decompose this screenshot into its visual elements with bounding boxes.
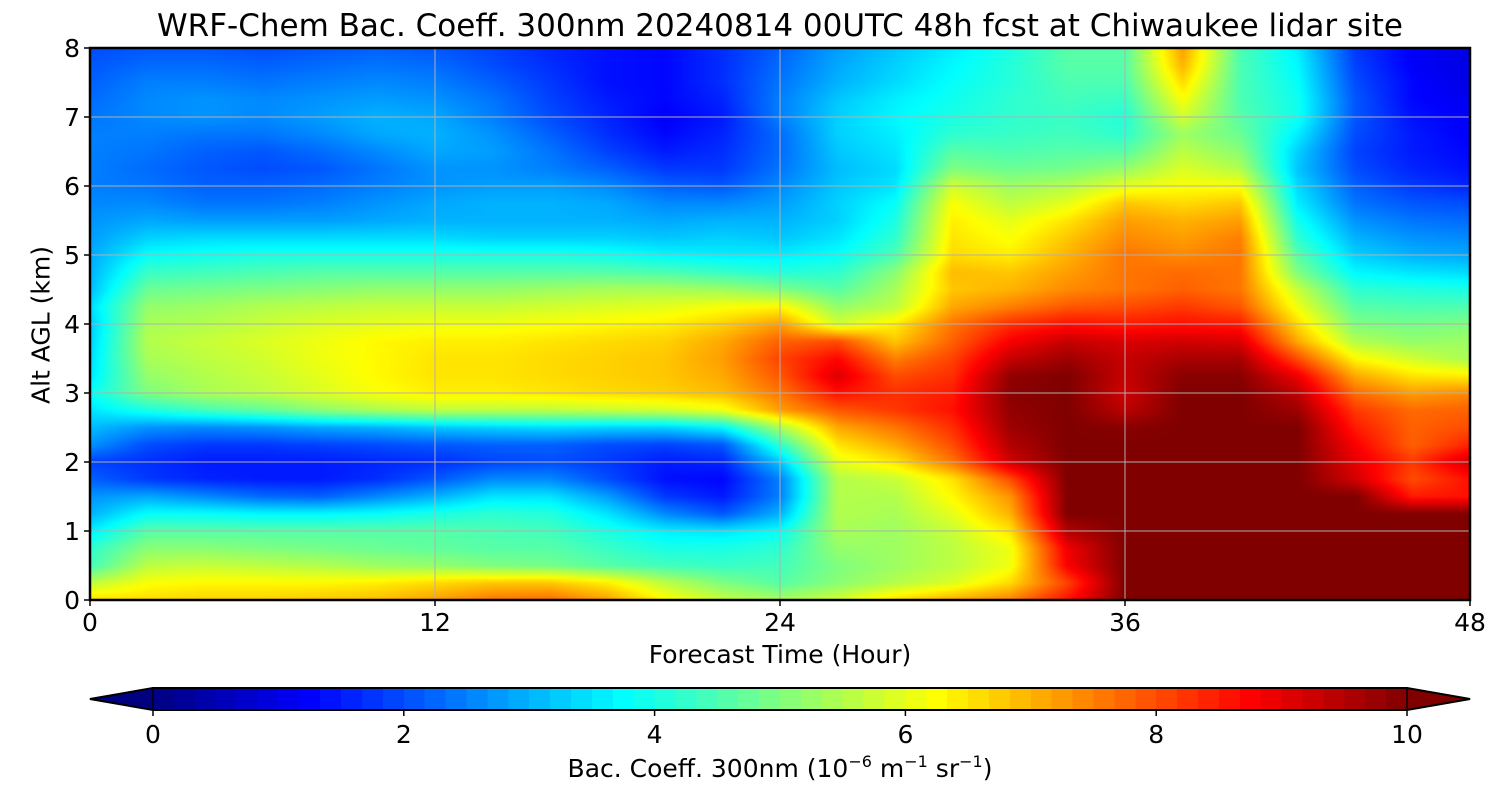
colorbar-label-mid2: sr — [927, 754, 960, 783]
y-tick-label: 7 — [64, 103, 80, 132]
colorbar-image — [153, 688, 1407, 710]
y-axis-label: Alt AGL (km) — [26, 245, 56, 405]
x-tick-label: 24 — [764, 608, 796, 637]
x-tick-label: 12 — [419, 608, 451, 637]
y-tick-label: 4 — [64, 310, 80, 339]
y-tick-label: 8 — [64, 34, 80, 63]
colorbar-label-exp1: −6 — [848, 752, 872, 771]
colorbar-label-exp3: −1 — [959, 752, 983, 771]
colorbar-label-mid: m — [871, 754, 905, 783]
y-tick-label: 1 — [64, 517, 80, 546]
y-tick-label: 3 — [64, 379, 80, 408]
y-tick-label: 5 — [64, 241, 80, 270]
x-axis-label: Forecast Time (Hour) — [648, 640, 912, 669]
colorbar-label-prefix: Bac. Coeff. 300nm (10 — [567, 754, 849, 783]
chart-title: WRF-Chem Bac. Coeff. 300nm 20240814 00UT… — [157, 8, 1403, 44]
colorbar-tick-label: 6 — [897, 720, 913, 749]
colorbar-label-exp2: −1 — [904, 752, 928, 771]
y-tick-label: 6 — [64, 172, 80, 201]
colorbar-tick-label: 2 — [396, 720, 412, 749]
x-tick-label: 36 — [1109, 608, 1141, 637]
colorbar-tick-label: 0 — [145, 720, 161, 749]
y-axis-ticks: 0 1 2 3 4 5 6 7 8 — [64, 34, 90, 615]
colorbar-ticks: 0 2 4 6 8 10 — [145, 710, 1423, 749]
y-tick-label: 0 — [64, 586, 80, 615]
x-tick-label: 48 — [1454, 608, 1486, 637]
colorbar-tick-label: 8 — [1148, 720, 1164, 749]
colorbar-extend-high — [1406, 687, 1471, 711]
x-axis-ticks: 0 12 24 36 48 — [82, 600, 1486, 637]
colorbar-tick-label: 4 — [647, 720, 663, 749]
colorbar-extend-low — [89, 687, 154, 711]
y-tick-label: 2 — [64, 448, 80, 477]
colorbar-label-suffix: ) — [982, 754, 993, 783]
colorbar-tick-label: 10 — [1391, 720, 1423, 749]
x-tick-label: 0 — [82, 608, 98, 637]
colorbar-label: Bac. Coeff. 300nm (10−6 m−1 sr−1) — [567, 752, 993, 784]
